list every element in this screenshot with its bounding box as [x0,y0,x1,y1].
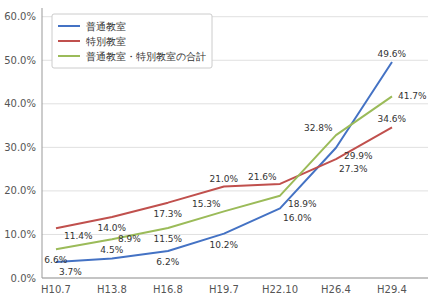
data-label: 41.7% [398,91,427,101]
data-labels: 3.7% 4.5% 6.2% 10.2% 16.0% 29.9% 49.6% 11.4% 14.… [44,49,427,277]
x-tick-label: H29.4 [377,284,407,295]
x-tick-label: H26.4 [321,284,351,295]
data-label: 3.7% [59,267,82,277]
data-label: 29.9% [344,151,373,161]
legend-label: 特別教室 [86,36,126,47]
grid-line [42,234,428,235]
grid-line [42,103,428,104]
data-label: 18.9% [288,199,317,209]
background [0,0,440,300]
y-tick-label: 50.0% [4,55,36,66]
data-label: 15.3% [192,199,221,209]
series-line [56,127,392,228]
data-label: 6.2% [156,257,179,267]
legend-label: 普通教室・特別教室の合計 [86,51,206,62]
x-tick-label: H13.8 [97,284,127,295]
x-tick-label: H10.7 [41,284,71,295]
data-label: 11.5% [153,234,182,244]
data-label: 16.0% [283,213,312,223]
x-axis-line [42,278,428,279]
data-label: 17.3% [153,209,182,219]
data-label: 6.6% [44,255,67,265]
series-line [56,62,392,262]
legend: 普通教室特別教室普通教室・特別教室の合計 [52,14,212,68]
x-tick-label: H19.7 [209,284,239,295]
legend-swatch [58,25,80,27]
data-label: 11.4% [64,231,93,241]
data-label: 49.6% [377,49,406,59]
grid-line [42,278,428,279]
legend-swatch [58,40,80,42]
data-label: 21.6% [248,172,277,182]
data-label: 27.3% [339,164,368,174]
y-tick-label: 30.0% [4,142,36,153]
legend-swatch [58,55,80,57]
data-label: 10.2% [209,240,238,250]
lines [56,62,392,262]
data-label: 21.0% [209,174,238,184]
series-line [56,96,392,249]
legend-label: 普通教室 [86,21,126,32]
y-axis: 0.0% 10.0% 20.0% 30.0% 40.0% 50.0% 60.0% [4,11,428,283]
x-tick-label: H16.8 [153,284,183,295]
data-label: 14.0% [97,223,126,233]
data-label: 8.9% [118,234,141,244]
y-tick-label: 10.0% [4,229,36,240]
legend-box [52,14,212,68]
data-label: 4.5% [100,245,123,255]
y-tick-label: 0.0% [11,273,36,284]
y-tick-label: 40.0% [4,98,36,109]
grid-line [42,190,428,191]
data-label: 32.8% [304,123,333,133]
x-tick-label: H22.10 [262,284,298,295]
grid-line [42,147,428,148]
x-axis: H10.7 H13.8 H16.8 H19.7 H22.10 H26.4 H29.4 [41,284,407,295]
y-axis-line [42,8,43,278]
y-tick-label: 20.0% [4,185,36,196]
data-label: 34.6% [377,114,406,124]
chart: 0.0%10.0%20.0%30.0%40.0%50.0%60.0%H10.7H… [0,0,440,300]
y-tick-label: 60.0% [4,11,36,22]
